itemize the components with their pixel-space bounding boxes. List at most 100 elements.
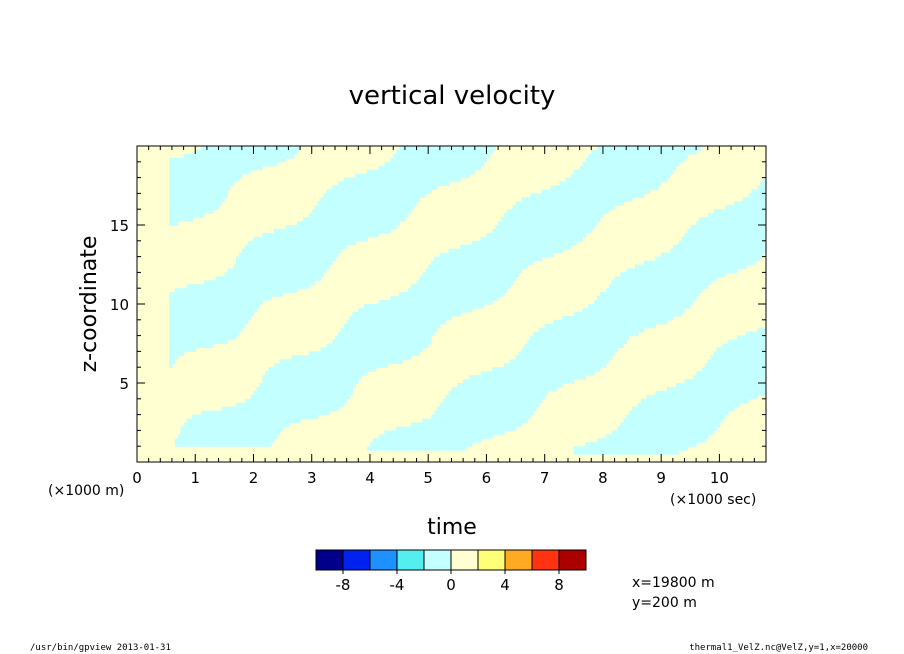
field-cell [314, 375, 319, 380]
field-cell [329, 260, 333, 266]
field-cell [276, 398, 281, 404]
field-cell [367, 335, 371, 341]
field-cell [498, 292, 502, 297]
field-cell [300, 414, 304, 420]
field-cell [291, 414, 295, 420]
field-cell [302, 217, 307, 222]
field-cell [364, 331, 368, 337]
field-cell [541, 355, 546, 360]
field-cell [221, 331, 225, 337]
field-cell [268, 383, 272, 388]
field-cell [273, 406, 278, 412]
field-cell [495, 236, 499, 242]
field-cell [212, 169, 217, 175]
field-cell [186, 323, 191, 329]
field-cell [279, 288, 284, 293]
field-cell [352, 339, 356, 345]
field-cell [308, 406, 313, 412]
field-cell [521, 410, 525, 416]
field-cell [466, 256, 470, 262]
field-cell [294, 410, 298, 416]
field-cell [402, 319, 406, 325]
field-cell [212, 165, 217, 171]
field-cell [463, 280, 467, 285]
field-cell [212, 410, 217, 416]
field-cell [367, 307, 371, 313]
field-cell [247, 402, 252, 408]
field-cell [503, 272, 508, 277]
field-cell [393, 307, 397, 313]
field-cell [335, 232, 339, 238]
field-cell [390, 351, 394, 356]
field-cell [419, 193, 423, 198]
field-cell [259, 402, 263, 408]
field-cell [463, 248, 467, 254]
field-cell [399, 327, 403, 333]
field-cell [515, 209, 520, 214]
field-cell [375, 197, 380, 202]
field-cell [233, 169, 237, 175]
field-cell [474, 244, 479, 250]
field-cell [320, 347, 324, 352]
field-cell [381, 205, 386, 210]
field-cell [422, 272, 426, 277]
field-cell [518, 367, 522, 372]
field-cell [404, 193, 409, 198]
field-cell [297, 383, 301, 388]
field-cell [349, 236, 354, 242]
field-cell [285, 276, 290, 281]
field-cell [171, 331, 176, 337]
field-cell [477, 146, 482, 151]
field-cell [503, 379, 508, 384]
field-cell [361, 359, 365, 364]
field-cell [218, 181, 223, 187]
field-cell [206, 153, 211, 159]
field-cell [233, 311, 237, 317]
field-cell [492, 268, 496, 273]
field-cell [320, 367, 324, 372]
field-cell [512, 236, 517, 242]
field-cell [404, 296, 409, 301]
field-cell [291, 225, 295, 230]
field-cell [530, 256, 534, 262]
field-cell [425, 146, 429, 151]
field-cell [381, 359, 386, 364]
field-cell [262, 386, 266, 392]
field-cell [177, 296, 182, 301]
field-cell [378, 307, 383, 313]
field-cell [477, 426, 482, 431]
field-cell [314, 244, 319, 250]
field-cell [285, 371, 290, 376]
field-cell [527, 371, 531, 376]
field-cell [448, 149, 453, 155]
field-cell [466, 426, 470, 431]
field-cell [209, 193, 214, 198]
field-cell [343, 343, 348, 349]
field-cell [384, 446, 389, 451]
field-cell [384, 327, 389, 333]
field-cell [268, 390, 272, 396]
field-cell [503, 375, 508, 380]
field-cell [402, 315, 406, 321]
field-cell [509, 225, 514, 230]
field-cell [230, 438, 234, 443]
field-cell [238, 410, 243, 416]
field-cell [393, 153, 397, 159]
field-cell [326, 256, 330, 262]
field-cell [477, 248, 482, 254]
field-cell [253, 406, 257, 412]
field-cell [436, 430, 441, 435]
field-cell [262, 390, 266, 396]
field-cell [349, 359, 354, 364]
field-cell [416, 177, 421, 183]
field-cell [541, 335, 546, 341]
field-cell [224, 319, 228, 325]
field-cell [270, 375, 275, 380]
field-cell [442, 418, 447, 424]
field-cell [250, 260, 255, 266]
field-cell [410, 422, 415, 428]
field-cell [390, 434, 394, 439]
field-cell [489, 390, 493, 396]
field-cell [422, 438, 426, 443]
field-cell [527, 256, 531, 262]
